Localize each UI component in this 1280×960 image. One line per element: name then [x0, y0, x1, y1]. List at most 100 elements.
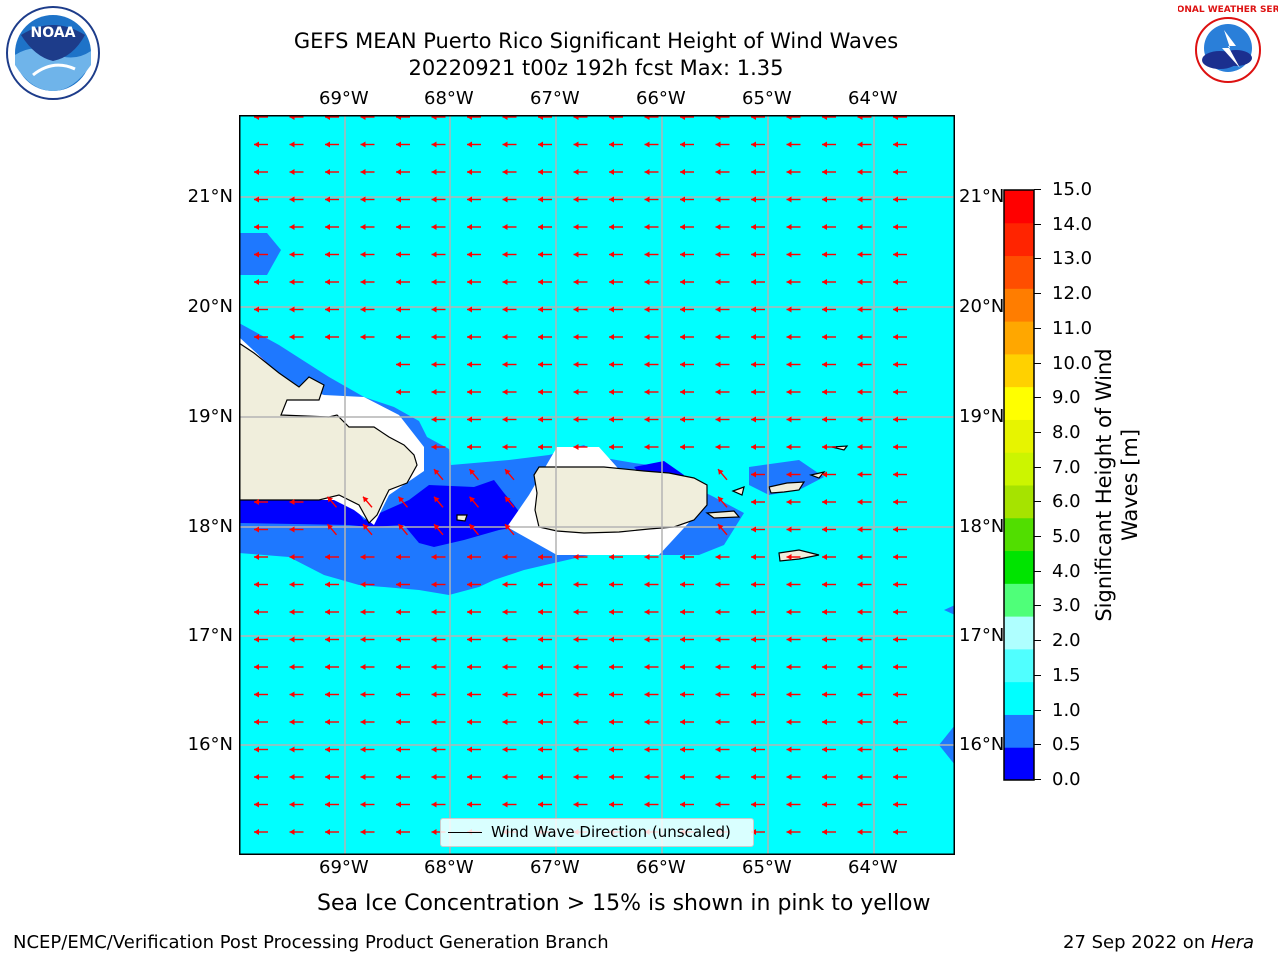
lat-label-right: 19°N: [959, 406, 1005, 427]
arrow-head: [538, 774, 543, 780]
wave-direction-arrow: [431, 196, 446, 203]
lon-label-bottom: 65°W: [742, 857, 792, 878]
arrow-head: [467, 224, 472, 230]
arrow-head: [718, 524, 724, 530]
wave-direction-arrow: [538, 746, 552, 753]
arrow-head: [538, 719, 543, 725]
wave-direction-arrow: [751, 306, 765, 313]
chart-title: GEFS MEAN Puerto Rico Significant Height…: [293, 29, 899, 53]
arrow-head: [360, 609, 366, 615]
wave-direction-arrow: [717, 523, 728, 536]
arrow-head: [538, 444, 543, 450]
colorbar-segment: [1004, 583, 1034, 617]
wave-direction-arrow: [538, 196, 552, 203]
arrow-head: [431, 719, 437, 725]
arrow-head: [325, 829, 330, 835]
arrow-head: [325, 801, 330, 808]
wave-direction-arrow: [609, 664, 623, 670]
arrow-head: [786, 334, 792, 340]
wave-direction-arrow: [254, 719, 268, 725]
arrow-head: [822, 581, 827, 588]
arrow-head: [467, 251, 472, 258]
wave-direction-arrow: [360, 279, 375, 285]
wave-direction-arrow: [538, 141, 552, 148]
wave-direction-arrow: [502, 196, 517, 203]
wave-direction-arrow: [502, 801, 517, 808]
lon-label-bottom: 64°W: [848, 857, 898, 878]
colorbar-tick-mark: [1034, 536, 1041, 538]
arrow-head: [360, 691, 366, 698]
wave-direction-arrow: [360, 251, 375, 258]
wave-direction-arrow: [431, 169, 446, 175]
wave-direction-arrow: [786, 334, 801, 340]
arrow-head: [396, 169, 401, 175]
colorbar-tick-label: 1.5: [1052, 664, 1081, 686]
arrow-head: [431, 361, 437, 368]
arrow-head: [325, 719, 330, 725]
arrow-head: [680, 774, 685, 780]
wave-direction-arrow: [786, 471, 801, 478]
noaa-logo: NOAA: [6, 6, 100, 100]
colorbar-tick-label: 14.0: [1052, 213, 1093, 235]
arrow-head: [893, 664, 898, 670]
arrow-head: [680, 691, 685, 698]
arrow-head: [502, 251, 508, 258]
wave-direction-arrow: [254, 581, 268, 588]
wave-direction-arrow: [751, 251, 765, 258]
arrow-head: [822, 636, 827, 643]
arrow-head: [573, 334, 579, 340]
arrow-head: [857, 719, 863, 725]
arrow-head: [680, 609, 685, 615]
arrow-head: [431, 444, 437, 450]
arrow-head: [786, 279, 792, 285]
colorbar-segment: [1004, 386, 1034, 420]
arrow-head: [538, 636, 543, 643]
map-grid: [239, 115, 955, 855]
arrow-head: [718, 496, 724, 503]
wave-direction-arrow: [644, 196, 659, 203]
wave-direction-arrow: [573, 581, 588, 588]
lat-label-right: 16°N: [959, 734, 1005, 755]
arrow-head: [680, 554, 685, 560]
arrow-head: [893, 141, 898, 148]
wave-direction-arrow: [822, 554, 836, 560]
wave-direction-arrow: [538, 719, 552, 725]
wave-direction-arrow: [786, 361, 801, 368]
wave-direction-arrow: [680, 444, 694, 450]
wave-direction-arrow: [573, 361, 588, 368]
wave-direction-arrow: [573, 224, 588, 230]
wave-direction-arrow: [396, 829, 410, 835]
arrow-head: [254, 141, 259, 148]
colorbar-tick-mark: [1034, 605, 1041, 607]
arrow-head: [893, 224, 898, 230]
wave-direction-arrow: [360, 774, 375, 780]
arrow-head: [573, 664, 579, 670]
arrow-head: [751, 554, 756, 560]
wave-direction-arrow: [289, 251, 304, 258]
arrow-head: [254, 251, 259, 258]
arrow-head: [254, 334, 259, 340]
wave-direction-arrow: [431, 581, 446, 588]
wave-direction-arrow: [538, 306, 552, 313]
arrow-head: [715, 361, 721, 368]
wave-direction-arrow: [397, 496, 409, 508]
arrow-head: [857, 279, 863, 285]
map-legend: Wind Wave Direction (unscaled): [440, 818, 754, 847]
arrow-head: [538, 251, 543, 258]
arrow-head: [680, 169, 685, 175]
wave-direction-arrow: [857, 829, 872, 835]
wave-direction-arrow: [326, 523, 338, 536]
arrow-head: [396, 801, 401, 808]
wave-direction-arrow: [254, 196, 268, 203]
wave-direction-arrow: [822, 774, 836, 780]
arrow-head: [786, 169, 792, 175]
arrow-head: [822, 224, 827, 230]
wave-direction-arrow: [715, 719, 730, 725]
wave-direction-arrow: [644, 334, 659, 340]
colorbar-tick-mark: [1034, 189, 1041, 190]
wave-direction-arrow: [538, 169, 552, 175]
arrow-head: [893, 636, 898, 643]
wave-direction-arrow: [254, 691, 268, 698]
wave-direction-arrow: [786, 691, 801, 698]
arrow-head: [680, 251, 685, 258]
